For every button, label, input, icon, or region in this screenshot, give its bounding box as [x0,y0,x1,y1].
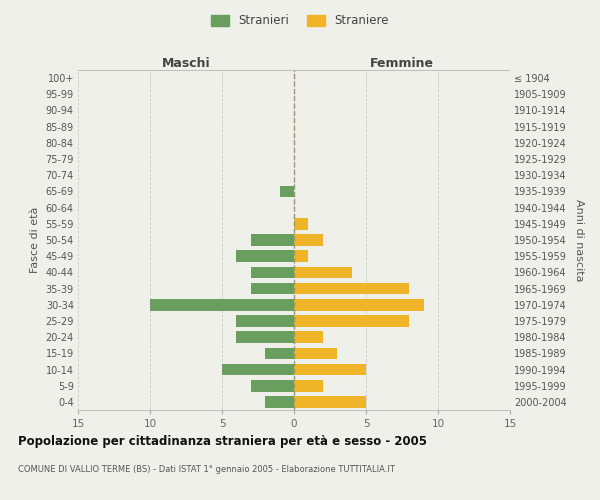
Bar [251,380,294,392]
Bar [294,380,323,392]
Bar [294,282,409,294]
Bar [280,186,294,198]
Bar [294,299,424,310]
Text: Popolazione per cittadinanza straniera per età e sesso - 2005: Popolazione per cittadinanza straniera p… [18,435,427,448]
Bar [251,234,294,246]
Bar [294,364,366,376]
Bar [294,250,308,262]
Y-axis label: Fasce di età: Fasce di età [30,207,40,273]
Bar [294,332,323,343]
Bar [222,364,294,376]
Text: COMUNE DI VALLIO TERME (BS) - Dati ISTAT 1° gennaio 2005 - Elaborazione TUTTITAL: COMUNE DI VALLIO TERME (BS) - Dati ISTAT… [18,465,395,474]
Text: Maschi: Maschi [161,57,211,70]
Bar [150,299,294,310]
Bar [294,396,366,407]
Bar [294,348,337,359]
Text: Femmine: Femmine [370,57,434,70]
Bar [294,266,352,278]
Bar [251,282,294,294]
Legend: Stranieri, Straniere: Stranieri, Straniere [208,11,392,31]
Bar [236,332,294,343]
Y-axis label: Anni di nascita: Anni di nascita [574,198,584,281]
Bar [265,348,294,359]
Bar [236,250,294,262]
Bar [265,396,294,407]
Bar [236,315,294,327]
Bar [294,218,308,230]
Bar [294,234,323,246]
Bar [251,266,294,278]
Bar [294,315,409,327]
